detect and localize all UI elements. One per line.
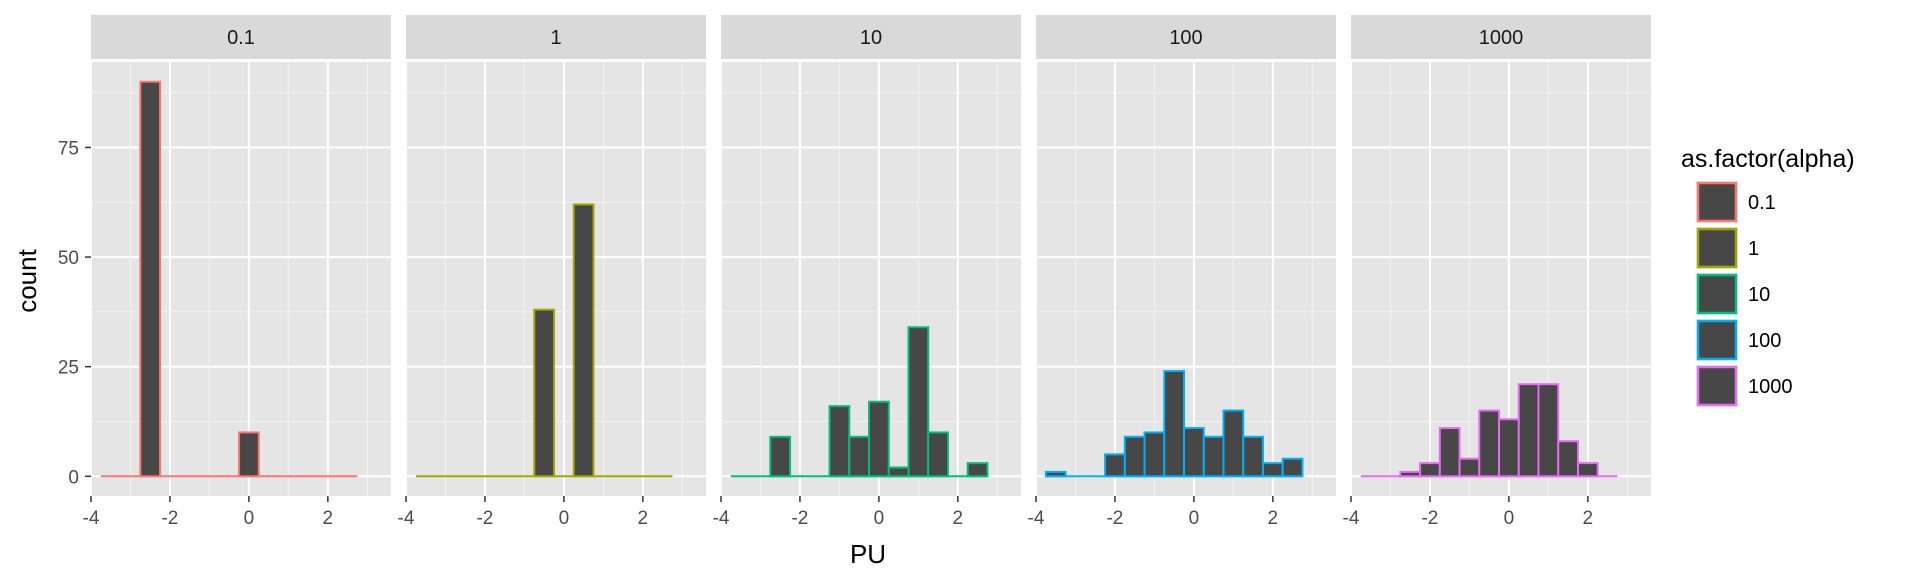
facet-strip (406, 15, 706, 59)
legend-label: 0.1 (1748, 192, 1776, 214)
y-tick-label: 0 (68, 467, 79, 488)
panel-background (406, 62, 706, 496)
facet-panel-1: 1 -4 -2 0 2 (398, 15, 706, 529)
histogram-bar (1517, 383, 1540, 478)
histogram-bar (1281, 457, 1304, 478)
facet-strip-label: 100 (1169, 27, 1202, 49)
histogram-bar (1044, 470, 1067, 478)
x-tick-label: 2 (323, 508, 334, 529)
histogram-bar (572, 203, 595, 478)
histogram-bar (1104, 453, 1126, 478)
facet-panel-10: 10 -4 -2 0 2 (713, 15, 1021, 529)
panel-background (91, 62, 391, 496)
legend-key-swatch (1696, 365, 1738, 407)
legend: as.factor(alpha) 0.1 1 10 100 1000 (1681, 145, 1855, 407)
panel-background (1036, 62, 1336, 496)
histogram-bar (1202, 435, 1225, 478)
legend-label: 10 (1748, 284, 1770, 306)
histogram-bar (1438, 427, 1461, 478)
y-tick-label: 75 (58, 138, 79, 159)
histogram-bar (907, 326, 930, 478)
facet-panel-100: 100 -4 -2 0 2 (1028, 15, 1336, 529)
x-tick-label: 0 (874, 508, 885, 529)
x-tick-label: -2 (161, 508, 178, 529)
histogram-bar (1123, 435, 1146, 478)
x-tick-label: 0 (559, 508, 570, 529)
histogram-bar (887, 466, 910, 478)
facet-strip (721, 15, 1021, 59)
x-tick-label: 0 (1504, 508, 1515, 529)
histogram-bar (1478, 409, 1501, 478)
facet-strip-label: 1 (550, 27, 561, 49)
x-tick-label: -4 (1028, 508, 1045, 529)
histogram-bar (1222, 409, 1245, 478)
histogram-bar (1399, 470, 1422, 478)
histogram-bar (927, 431, 949, 478)
y-axis: 0 25 50 75 (58, 138, 91, 488)
legend-label: 1 (1748, 238, 1759, 260)
x-tick-label: -4 (713, 508, 730, 529)
x-tick-label: -4 (83, 508, 100, 529)
facet-panel-1000: 1000 -4 -2 0 2 (1343, 15, 1651, 529)
facet-strip (1351, 15, 1651, 59)
legend-key-swatch (1696, 273, 1738, 315)
x-tick-label: 0 (244, 508, 255, 529)
histogram-bar (966, 462, 989, 478)
histogram-bar (868, 400, 890, 478)
x-tick-label: 2 (1268, 508, 1279, 529)
x-tick-label: -4 (398, 508, 415, 529)
y-tick-label: 25 (58, 358, 79, 379)
histogram-bar (238, 431, 260, 478)
histogram-bar (1143, 431, 1166, 478)
histogram-bar (1183, 427, 1205, 478)
legend-key-swatch (1696, 227, 1738, 269)
facet-panels: 0.1 -4 -2 0 2 1 -4 -2 0 2 10 -4 -2 0 2 100 -4 -2 0 2 1000 -4 -… (83, 15, 1651, 529)
histogram-bar (1419, 462, 1441, 478)
x-tick-label: -2 (1106, 508, 1123, 529)
legend-label: 1000 (1748, 376, 1793, 398)
histogram-bar (1261, 462, 1284, 478)
y-tick-label: 50 (58, 248, 79, 269)
x-axis-title: PU (850, 539, 886, 569)
legend-label: 100 (1748, 330, 1781, 352)
legend-key-swatch (1696, 181, 1738, 223)
x-tick-label: 2 (638, 508, 649, 529)
histogram-bar (848, 435, 871, 478)
facet-panel-0.1: 0.1 -4 -2 0 2 (83, 15, 391, 529)
histogram-bar (828, 405, 851, 478)
y-axis-title: count (12, 248, 42, 312)
histogram-bar (1242, 435, 1264, 478)
x-tick-label: -2 (476, 508, 493, 529)
facet-strip-label: 10 (860, 27, 882, 49)
histogram-bar (139, 80, 162, 478)
facet-strip (91, 15, 391, 59)
x-tick-label: -4 (1343, 508, 1360, 529)
legend-key-swatch (1696, 319, 1738, 361)
x-tick-label: -2 (791, 508, 808, 529)
x-tick-label: 2 (953, 508, 964, 529)
histogram-bar (1498, 418, 1520, 478)
legend-title: as.factor(alpha) (1681, 145, 1855, 173)
facet-strip-label: 1000 (1479, 27, 1524, 49)
facet-strip (1036, 15, 1336, 59)
x-tick-label: 2 (1583, 508, 1594, 529)
histogram-bar (1458, 457, 1481, 478)
x-tick-label: 0 (1189, 508, 1200, 529)
histogram-bar (769, 435, 792, 478)
facet-strip-label: 0.1 (227, 27, 255, 49)
histogram-bar (1537, 383, 1560, 478)
histogram-bar (533, 308, 556, 478)
x-tick-label: -2 (1421, 508, 1438, 529)
histogram-bar (1163, 370, 1186, 478)
histogram-bar (1557, 440, 1579, 478)
histogram-bar (1576, 462, 1599, 478)
